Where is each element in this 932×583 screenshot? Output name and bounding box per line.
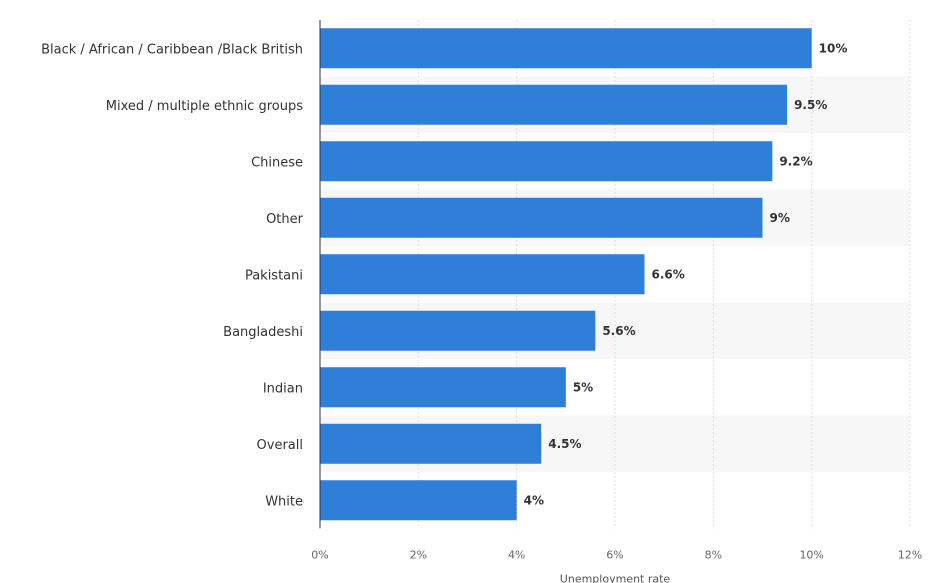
category-label: Mixed / multiple ethnic groups <box>106 99 303 114</box>
category-label: Other <box>266 212 304 227</box>
x-tick-label: 6% <box>606 549 623 562</box>
category-label: Black / African / Caribbean /Black Briti… <box>41 42 303 57</box>
data-label: 10% <box>819 41 848 55</box>
category-label: Pakistani <box>245 268 303 283</box>
category-label: Indian <box>263 381 303 396</box>
bar[interactable] <box>320 197 763 238</box>
bar[interactable] <box>320 480 517 521</box>
data-label: 4% <box>524 493 544 507</box>
x-axis-title: Unemployment rate <box>560 573 671 583</box>
x-tick-label: 0% <box>311 549 328 562</box>
x-tick-label: 4% <box>508 549 525 562</box>
data-label: 9% <box>770 211 790 225</box>
bar[interactable] <box>320 28 812 69</box>
x-tick-label: 2% <box>410 549 427 562</box>
data-label: 9.2% <box>779 154 812 168</box>
x-tick-labels: 0% 2% 4% 6% 8% 10% 12% <box>311 549 922 562</box>
data-label: 6.6% <box>652 267 685 281</box>
category-labels: Black / African / Caribbean /Black Briti… <box>41 42 304 509</box>
data-label: 4.5% <box>548 437 581 451</box>
bar[interactable] <box>320 254 645 295</box>
data-label: 5.6% <box>602 324 635 338</box>
bar[interactable] <box>320 141 773 182</box>
x-tick-label: 8% <box>705 549 722 562</box>
bars <box>320 28 812 521</box>
x-tick-label: 12% <box>898 549 922 562</box>
data-label: 9.5% <box>794 98 827 112</box>
category-label: Chinese <box>251 155 303 170</box>
category-label: Bangladeshi <box>223 325 303 340</box>
bar[interactable] <box>320 423 542 464</box>
category-label: Overall <box>257 438 303 453</box>
x-tick-label: 10% <box>799 549 823 562</box>
category-label: White <box>265 494 303 509</box>
data-label: 5% <box>573 380 593 394</box>
value-labels: 10% 9.5% 9.2% 9% 6.6% 5.6% 5% 4.5% 4% <box>524 41 848 507</box>
bar[interactable] <box>320 367 566 408</box>
bar[interactable] <box>320 84 788 125</box>
bar[interactable] <box>320 310 596 351</box>
